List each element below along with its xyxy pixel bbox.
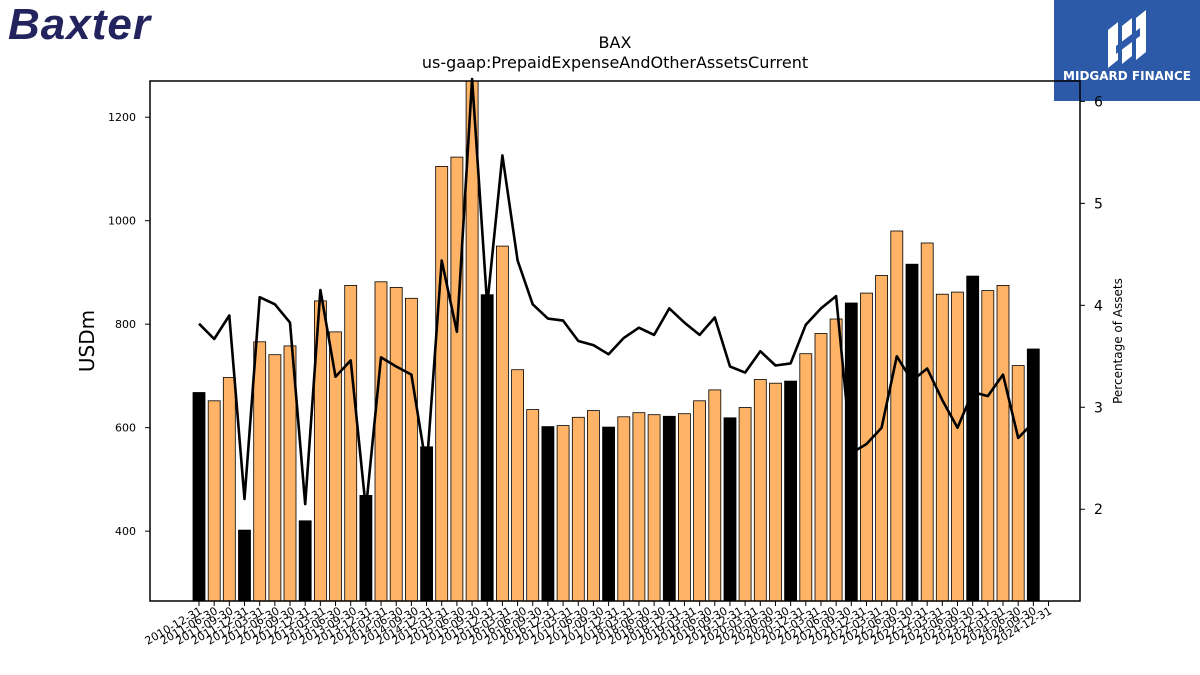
bar-2012-03-31 — [268, 354, 282, 602]
bar-2011-09-30 — [238, 529, 251, 602]
bar-2014-03-31 — [389, 286, 403, 602]
bar-2019-03-31 — [693, 400, 706, 602]
chart-title: BAX — [599, 33, 632, 52]
bar-2014-06-30 — [404, 297, 418, 602]
bar-2021-03-31 — [814, 333, 828, 602]
bar-2024-09-30 — [1026, 348, 1040, 602]
bar-2012-09-30 — [298, 520, 312, 602]
bar-2020-09-30 — [784, 380, 797, 602]
bar-2022-03-31 — [875, 275, 888, 602]
bar-2016-06-30 — [526, 409, 540, 602]
bar-2016-12-31 — [556, 425, 570, 602]
y2-tick-label: 4 — [1094, 298, 1103, 314]
line-series — [198, 77, 1035, 511]
y-tick-label: 1200 — [108, 111, 136, 124]
y2-tick-label: 2 — [1094, 502, 1103, 518]
plot-frame — [149, 80, 1081, 602]
bar-2022-06-30 — [890, 230, 904, 602]
bar-2013-12-31 — [374, 281, 388, 602]
right-axis: 2 3 4 5 6 — [1080, 94, 1103, 518]
bar-2011-06-30 — [222, 377, 236, 602]
midgard-mark-icon — [1108, 10, 1146, 68]
bar-2016-09-30 — [541, 426, 555, 602]
bar-2019-06-30 — [708, 389, 722, 602]
y2-tick-label: 5 — [1094, 196, 1103, 212]
bar-2010-12-31 — [192, 392, 206, 602]
bar-2014-09-30 — [420, 446, 434, 602]
bar-2013-06-30 — [344, 284, 358, 602]
bar-2020-12-31 — [799, 353, 813, 602]
bar-2023-09-30 — [966, 275, 980, 602]
y2-tick-label: 3 — [1094, 400, 1103, 416]
y2-tick-label: 6 — [1094, 94, 1103, 110]
y-tick-label: 400 — [115, 525, 136, 538]
bar-series — [192, 80, 1040, 602]
bar-2022-09-30 — [905, 263, 919, 602]
baxter-logo: Baxter — [8, 0, 151, 49]
bar-2022-12-31 — [920, 242, 934, 602]
bar-2024-03-31 — [996, 284, 1010, 602]
bar-2020-06-30 — [769, 382, 782, 602]
bar-2015-09-30 — [480, 294, 494, 602]
bar-2018-06-30 — [647, 414, 661, 602]
bar-2020-03-31 — [753, 379, 767, 602]
bar-2017-09-30 — [602, 426, 615, 602]
bar-2017-06-30 — [587, 410, 600, 602]
midgard-logo-text: MIDGARD FINANCE — [1063, 69, 1191, 83]
bar-2019-09-30 — [723, 417, 737, 602]
bar-2016-03-31 — [511, 369, 525, 602]
bar-2011-03-31 — [207, 400, 221, 602]
left-axis: 400 600 800 1000 1200 — [108, 111, 150, 538]
bar-2023-06-30 — [951, 291, 964, 602]
bar-2014-12-31 — [435, 165, 449, 602]
midgard-finance-logo: MIDGARD FINANCE — [1054, 0, 1200, 101]
bar-2017-03-31 — [571, 416, 585, 602]
percentage-line — [198, 77, 1035, 511]
bar-2015-12-31 — [495, 245, 509, 602]
bar-2018-03-31 — [632, 412, 646, 602]
bar-2015-03-31 — [450, 156, 464, 602]
chart-subtitle: us-gaap:PrepaidExpenseAndOtherAssetsCurr… — [422, 53, 808, 72]
bar-2018-12-31 — [678, 413, 691, 602]
y-tick-label: 600 — [115, 422, 136, 435]
bar-2018-09-30 — [662, 415, 676, 602]
x-axis: 2010-12-312011-06-302011-09-302011-12-31… — [143, 601, 1054, 648]
y2-axis-label: Percentage of Assets — [1111, 278, 1125, 404]
bar-2023-12-31 — [981, 290, 995, 602]
bar-2024-06-30 — [1011, 365, 1025, 602]
y-tick-label: 1000 — [108, 215, 136, 228]
bar-2023-03-31 — [935, 293, 949, 602]
bar-2021-06-30 — [829, 318, 843, 602]
bar-2017-12-31 — [617, 416, 631, 602]
y-tick-label: 800 — [115, 318, 136, 331]
bar-2019-12-31 — [738, 407, 752, 602]
bar-2011-12-31 — [253, 341, 267, 602]
bar-2013-09-30 — [359, 494, 373, 602]
y-axis-label: USDm — [75, 310, 99, 372]
